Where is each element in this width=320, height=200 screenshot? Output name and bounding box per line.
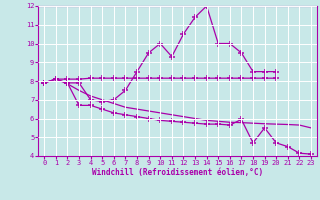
X-axis label: Windchill (Refroidissement éolien,°C): Windchill (Refroidissement éolien,°C) [92,168,263,177]
